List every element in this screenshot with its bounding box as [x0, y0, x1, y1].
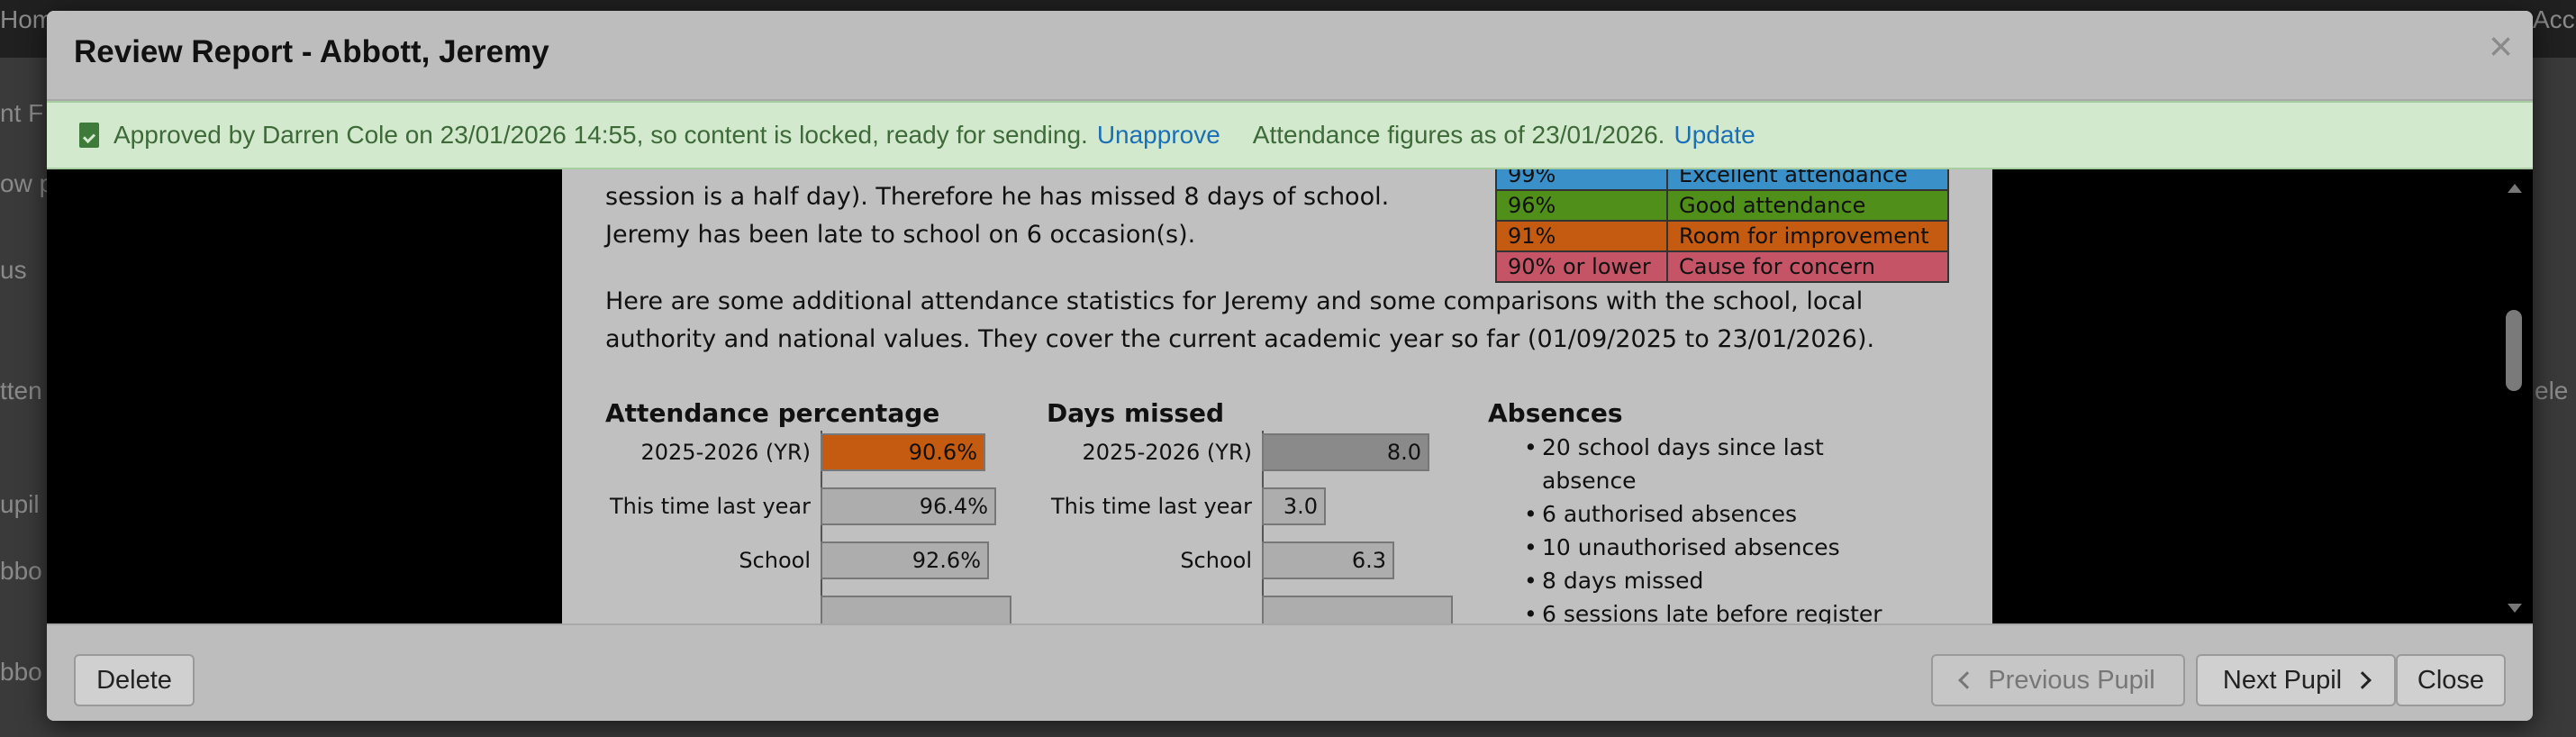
chevron-right-icon	[2354, 671, 2372, 689]
scroll-up-arrow-icon[interactable]	[2508, 184, 2522, 193]
chart-value-label: 92.6%	[912, 548, 981, 573]
background-text: bbo	[0, 658, 42, 686]
approval-text: Approved by Darren Cole on 23/01/2026 14…	[113, 121, 1088, 149]
chart-bar	[821, 487, 996, 525]
chevron-left-icon	[1958, 671, 1977, 689]
delete-button[interactable]: Delete	[74, 654, 195, 706]
scrollbar-thumb[interactable]	[2506, 310, 2522, 391]
legend-row: 96% Good attendance	[1495, 189, 1949, 222]
chart-category-label: This time last year	[609, 494, 811, 519]
previous-pupil-button[interactable]: Previous Pupil	[1931, 654, 2185, 706]
days-missed-heading: Days missed	[1047, 398, 1225, 428]
legend-label: Room for improvement	[1666, 220, 1949, 252]
chart-bar	[821, 596, 1011, 623]
legend-label: Cause for concern	[1666, 250, 1949, 283]
background-text: nt F	[0, 99, 44, 127]
legend-pct: 99%	[1495, 169, 1668, 191]
chart-bar	[821, 433, 985, 471]
chart-category-label: School	[1180, 548, 1252, 573]
chart-value-label: 8.0	[1387, 440, 1421, 465]
background-text: us	[0, 256, 27, 284]
attendance-heading: Attendance percentage	[605, 398, 940, 428]
legend-label: Excellent attendance	[1666, 169, 1949, 191]
chart-bar	[1262, 541, 1394, 579]
absences-heading: Absences	[1488, 398, 1623, 428]
background-text: ow p	[0, 169, 54, 197]
legend-row: 99% Excellent attendance	[1495, 169, 1949, 191]
chart-bar	[1262, 433, 1429, 471]
legend-pct: 90% or lower	[1495, 250, 1668, 283]
chart-value-label: 96.4%	[920, 494, 988, 519]
vertical-scrollbar[interactable]	[2497, 169, 2533, 623]
attendance-chart: 2025-2026 (YR) 90.6% This time last year 96…	[609, 431, 1011, 623]
chart-bar	[821, 541, 989, 579]
chart-value-label: 3.0	[1283, 494, 1318, 519]
chart-category-label: 2025-2026 (YR)	[1082, 440, 1252, 465]
background-text: ele	[2535, 377, 2569, 405]
report-document: session is a half day). Therefore he has…	[562, 169, 1992, 623]
legend-row: 91% Room for improvement	[1495, 220, 1949, 252]
report-text-line: session is a half day). Therefore he has…	[605, 183, 1390, 211]
list-item: 20 school days since last absence	[1524, 431, 1902, 497]
legend-pct: 91%	[1495, 220, 1668, 252]
modal-header: Review Report - Abbott, Jeremy ×	[47, 11, 2533, 101]
chart-category-label: 2025-2026 (YR)	[640, 440, 811, 465]
attendance-legend: 99% Excellent attendance 96% Good attendan…	[1495, 169, 1949, 283]
chart-bar	[1262, 487, 1326, 525]
list-item: 6 sessions late before register	[1524, 597, 1902, 623]
document-check-icon	[79, 123, 99, 148]
previous-pupil-label: Previous Pupil	[1988, 665, 2155, 695]
legend-label: Good attendance	[1666, 189, 1949, 222]
legend-row: 90% or lower Cause for concern	[1495, 250, 1949, 283]
scroll-down-arrow-icon[interactable]	[2508, 604, 2522, 613]
absences-list: 20 school days since last absence 6 auth…	[1524, 431, 1902, 623]
chart-value-label: 6.3	[1352, 548, 1386, 573]
legend-pct: 96%	[1495, 189, 1668, 222]
chart-category-label: This time last year	[1050, 494, 1252, 519]
report-preview-area[interactable]: session is a half day). Therefore he has…	[47, 169, 2533, 623]
chart-value-label: 90.6%	[909, 440, 977, 465]
modal-footer: Delete Previous Pupil Next Pupil Close	[47, 623, 2533, 721]
unapprove-link[interactable]: Unapprove	[1096, 121, 1220, 149]
report-text-line: Jeremy has been late to school on 6 occa…	[605, 221, 1196, 249]
close-button[interactable]: Close	[2396, 654, 2506, 706]
chart-bar	[1262, 596, 1453, 623]
list-item: 6 authorised absences	[1524, 497, 1902, 531]
background-text: upil	[0, 490, 40, 518]
chart-category-label: School	[739, 548, 811, 573]
next-pupil-button[interactable]: Next Pupil	[2196, 654, 2396, 706]
background-text: Acc	[2533, 5, 2575, 33]
review-report-modal: Review Report - Abbott, Jeremy × Approve…	[47, 11, 2533, 721]
report-text-line: Here are some additional attendance stat…	[605, 287, 1864, 315]
attendance-date-text: Attendance figures as of 23/01/2026.	[1252, 121, 1665, 149]
background-text: bbo	[0, 557, 42, 585]
days-missed-chart: 2025-2026 (YR) 8.0 This time last year 3.0 S…	[1050, 431, 1453, 623]
modal-title: Review Report - Abbott, Jeremy	[74, 34, 549, 69]
close-icon[interactable]: ×	[2489, 23, 2513, 69]
background-text: tten	[0, 377, 42, 405]
list-item: 8 days missed	[1524, 564, 1902, 597]
report-text-line: authority and national values. They cove…	[605, 325, 1875, 353]
update-link[interactable]: Update	[1673, 121, 1755, 149]
next-pupil-label: Next Pupil	[2222, 665, 2343, 695]
list-item: 10 unauthorised absences	[1524, 531, 1902, 564]
approval-banner: Approved by Darren Cole on 23/01/2026 14…	[47, 101, 2533, 169]
